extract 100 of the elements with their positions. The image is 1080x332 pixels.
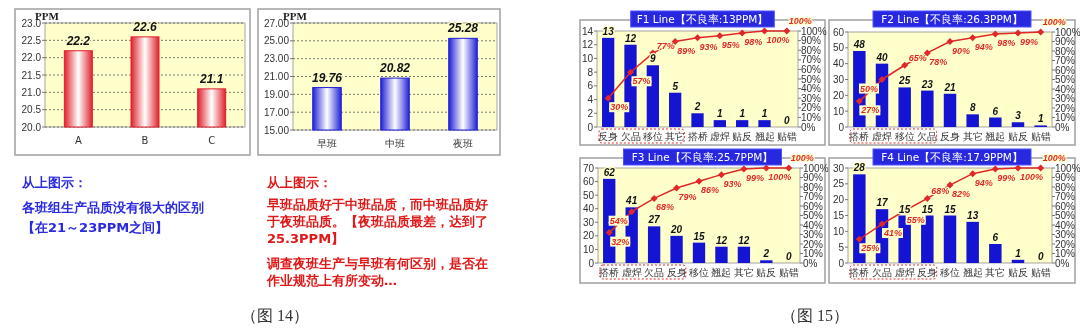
chart-title: F4 Line【不良率:17.9PPM】 (881, 151, 1023, 163)
bar (898, 87, 911, 127)
bar (758, 120, 771, 127)
text: 【在21～23PPM之间】 (22, 219, 170, 236)
y-tick-label: 40 (832, 58, 845, 70)
data-label: 100% (768, 172, 792, 182)
bar (713, 120, 726, 127)
point (761, 27, 768, 35)
y2-tick-label: 40% (801, 83, 822, 95)
data-label: 17 (876, 197, 888, 209)
data-label: 9 (650, 53, 657, 65)
y2-tick-label: 10% (803, 248, 824, 259)
data-label: 12 (738, 234, 750, 246)
y-tick-label: 20.5 (21, 104, 42, 116)
point (901, 61, 909, 69)
x-tick-label: 反身 (917, 267, 938, 278)
y-tick-label: 2 (587, 107, 594, 119)
data-label: 25.28 (446, 21, 479, 36)
data-label: 99% (997, 172, 1016, 183)
data-label: 1 (717, 108, 724, 120)
data-label: 89% (677, 45, 696, 56)
x-tick-label: 搭桥 (599, 267, 620, 278)
data-label: 98% (997, 37, 1016, 48)
bar (669, 92, 682, 127)
x-tick-label: 贴错 (1030, 131, 1051, 142)
x-tick-label: C (208, 135, 216, 146)
x-tick-label: 其它 (962, 131, 983, 142)
y-tick-label: 10 (832, 105, 845, 117)
data-label: 27% (860, 105, 880, 116)
point (878, 220, 886, 228)
y-tick-label: 0 (838, 121, 845, 133)
y2-tick-label: 70% (801, 54, 822, 66)
y2-tick-label: 10% (1055, 112, 1076, 123)
data-label: 79% (678, 191, 697, 202)
x-tick-label: 翘起 (754, 131, 775, 142)
bar (692, 242, 706, 263)
y2-tick-label: 100% (803, 162, 829, 174)
data-label: 22.6 (132, 19, 157, 34)
y-tick-label: 6 (587, 80, 594, 92)
data-label: 100% (1042, 153, 1066, 163)
point (1037, 164, 1045, 172)
x-tick-label: 反身 (666, 267, 687, 278)
y-tick-label: 22.0 (21, 52, 42, 64)
y-tick-label: 10 (832, 225, 845, 237)
data-label: 1 (1037, 113, 1044, 125)
x-tick-label: 早班 (317, 138, 337, 149)
bar (736, 120, 749, 127)
point (628, 208, 636, 216)
text: 从上图示： (267, 174, 333, 191)
data-label: 21 (943, 81, 956, 93)
bar (715, 246, 728, 263)
x-tick-label: 移位 (689, 267, 709, 278)
y2-tick-label: 30% (1055, 229, 1076, 240)
point (605, 229, 613, 237)
x-tick-label: 虚焊 (709, 131, 730, 142)
y2-tick-label: 70% (1055, 55, 1076, 66)
y-tick-label: 14 (581, 25, 594, 37)
y2-tick-label: 30% (803, 229, 824, 240)
y2-tick-label: 60% (1055, 64, 1076, 76)
point (785, 164, 793, 172)
data-label: 100% (1020, 172, 1044, 182)
bar (943, 93, 957, 127)
data-label: 15 (693, 230, 705, 242)
y-tick-label: 20.0 (21, 121, 42, 133)
y-tick-label: 0 (587, 121, 594, 133)
y-tick-label: 20 (832, 89, 845, 101)
bar (760, 260, 773, 263)
y-tick-label: 60 (582, 176, 595, 188)
data-label: 20.82 (378, 61, 411, 76)
data-label: 28 (852, 162, 866, 174)
y2-tick-label: 80% (1055, 181, 1076, 193)
point (969, 34, 977, 42)
y-tick-label: 15 (832, 210, 845, 221)
y2-tick-label: 50% (1055, 74, 1076, 85)
y2-tick-label: 50% (803, 210, 824, 221)
y-tick-label: 25 (832, 178, 845, 190)
x-tick-label: 搭桥 (849, 131, 870, 142)
y-tick-label: 30 (832, 74, 845, 85)
y2-tick-label: 90% (1055, 36, 1076, 47)
point (604, 94, 612, 102)
y-tick-label: 0 (838, 257, 845, 269)
y2-tick-label: 40% (803, 219, 824, 231)
data-label: 98% (744, 36, 763, 47)
data-label: 1 (739, 108, 746, 120)
data-label: 93% (723, 178, 742, 189)
data-label: 40 (875, 51, 888, 63)
data-label: 15 (899, 203, 911, 215)
y2-tick-label: 90% (803, 172, 824, 183)
x-tick-label: 移位 (642, 131, 663, 142)
y2-tick-label: 20% (803, 238, 824, 250)
x-tick-label: 翘起 (711, 267, 732, 278)
x-tick-label: 反身 (598, 131, 619, 142)
x-tick-label: 贴反 (1008, 131, 1028, 142)
point (695, 177, 703, 185)
point (878, 76, 886, 83)
chart-title: F2 Line【不良率:26.3PPM】 (881, 13, 1023, 25)
y2-tick-label: 10% (1055, 248, 1076, 259)
point (694, 34, 701, 42)
bar (989, 244, 1002, 263)
data-label: 20 (669, 223, 683, 235)
